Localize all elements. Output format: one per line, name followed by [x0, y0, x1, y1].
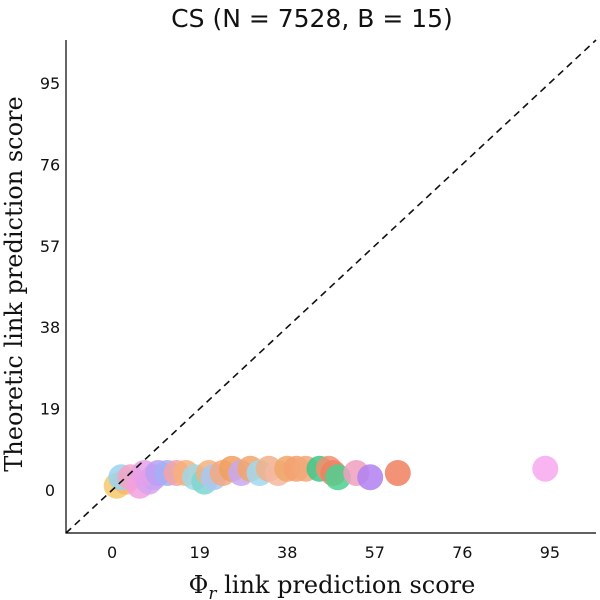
x-tick-label-0: 0: [107, 543, 117, 562]
scatter-point-31: [357, 464, 384, 491]
x-axis-label-text: link prediction score: [216, 571, 475, 599]
x-tick-label-5: 95: [540, 543, 560, 562]
y-axis-label: Theoretic link prediction score: [0, 96, 28, 471]
y-tick-label-4: 76: [40, 155, 60, 174]
y-tick-label-1: 19: [40, 400, 60, 419]
x-tick-label-4: 76: [452, 543, 472, 562]
y-tick-label-0: 0: [45, 481, 55, 500]
x-axis-label: Φr link prediction score: [189, 571, 476, 600]
identity-reference-line: [65, 39, 597, 534]
chart-title: CS (N = 7528, B = 15): [171, 4, 453, 33]
scatter-point-33: [532, 455, 559, 482]
x-tick-label-1: 19: [190, 543, 210, 562]
axis-spines: [65, 40, 596, 534]
y-axis-ticks: 0 19 38 57 76 95: [40, 74, 60, 500]
x-axis-label-symbol: Φ: [189, 571, 209, 599]
x-axis-label-subscript: r: [208, 584, 217, 600]
x-tick-label-3: 57: [365, 543, 385, 562]
y-tick-label-3: 57: [40, 237, 60, 256]
y-tick-label-5: 95: [40, 74, 60, 93]
scatter-points: [103, 455, 559, 499]
x-tick-label-2: 38: [277, 543, 297, 562]
x-axis-ticks: 0 19 38 57 76 95: [107, 543, 560, 562]
y-tick-label-2: 38: [40, 318, 60, 337]
scatter-point-32: [384, 460, 411, 486]
